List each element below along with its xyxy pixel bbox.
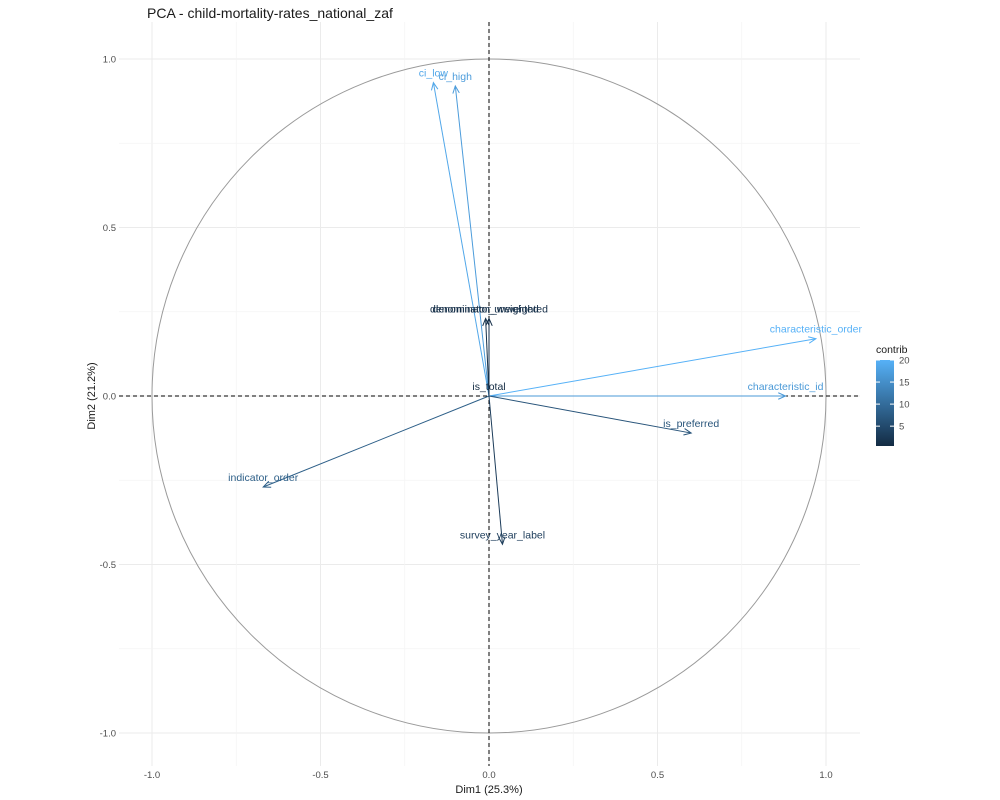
variable-arrow-is-preferred xyxy=(488,395,693,436)
y-tick-label: 0.0 xyxy=(103,392,116,403)
variable-label-denominator-unweighted: denominator_unweighted xyxy=(430,303,548,315)
variable-label-ci-high: ci_high xyxy=(439,71,472,83)
variable-arrow-characteristic-id xyxy=(489,392,787,400)
variable-label-ci-low: ci_low xyxy=(419,68,449,80)
variable-label-indicator-order: indicator_order xyxy=(228,472,299,484)
variable-arrows xyxy=(262,81,818,546)
legend-tick-label: 5 xyxy=(899,422,904,433)
x-tick-label: -0.5 xyxy=(312,770,328,781)
x-axis-ticks: -1.0 -0.5 0.0 0.5 1.0 xyxy=(144,770,833,781)
legend-tick-label: 20 xyxy=(899,356,910,367)
legend-colorbar xyxy=(876,360,894,446)
variable-arrow-indicator-order xyxy=(262,395,490,488)
legend-tick-label: 10 xyxy=(899,400,910,411)
variable-label-characteristic-order: characteristic_order xyxy=(770,324,863,336)
variable-label-is-preferred: is_preferred xyxy=(663,418,719,430)
legend-title: contrib xyxy=(876,344,908,356)
variable-arrow-denominator-unweighted xyxy=(485,317,493,396)
chart-title: PCA - child-mortality-rates_national_zaf xyxy=(147,5,393,21)
variable-label-is-total: is_total xyxy=(472,381,505,393)
variable-arrow-ci-high xyxy=(452,84,490,397)
y-tick-label: -1.0 xyxy=(100,729,116,740)
x-tick-label: -1.0 xyxy=(144,770,160,781)
y-tick-label: 1.0 xyxy=(103,55,116,66)
variable-arrow-denominator-weighted xyxy=(482,317,490,397)
variable-label-denominator-weighted: denominator_weighted xyxy=(433,303,539,315)
variable-label-characteristic-id: characteristic_id xyxy=(748,381,824,393)
y-axis-ticks: -1.0 -0.5 0.0 0.5 1.0 xyxy=(100,55,116,740)
y-tick-label: 0.5 xyxy=(103,223,116,234)
x-tick-label: 0.5 xyxy=(651,770,664,781)
legend: contrib 5 10 15 20 xyxy=(876,344,910,446)
x-tick-label: 1.0 xyxy=(819,770,832,781)
x-axis-title: Dim1 (25.3%) xyxy=(455,784,522,796)
y-tick-label: -0.5 xyxy=(100,560,116,571)
legend-tick-label: 15 xyxy=(899,378,910,389)
y-axis-title: Dim2 (21.2%) xyxy=(86,362,98,429)
variable-arrow-ci-low xyxy=(430,81,490,397)
x-tick-label: 0.0 xyxy=(482,770,495,781)
variable-arrow-characteristic-order xyxy=(488,336,818,397)
variable-arrow-survey-year-label xyxy=(488,395,506,546)
variable-label-survey-year-label: survey_year_label xyxy=(460,529,545,541)
